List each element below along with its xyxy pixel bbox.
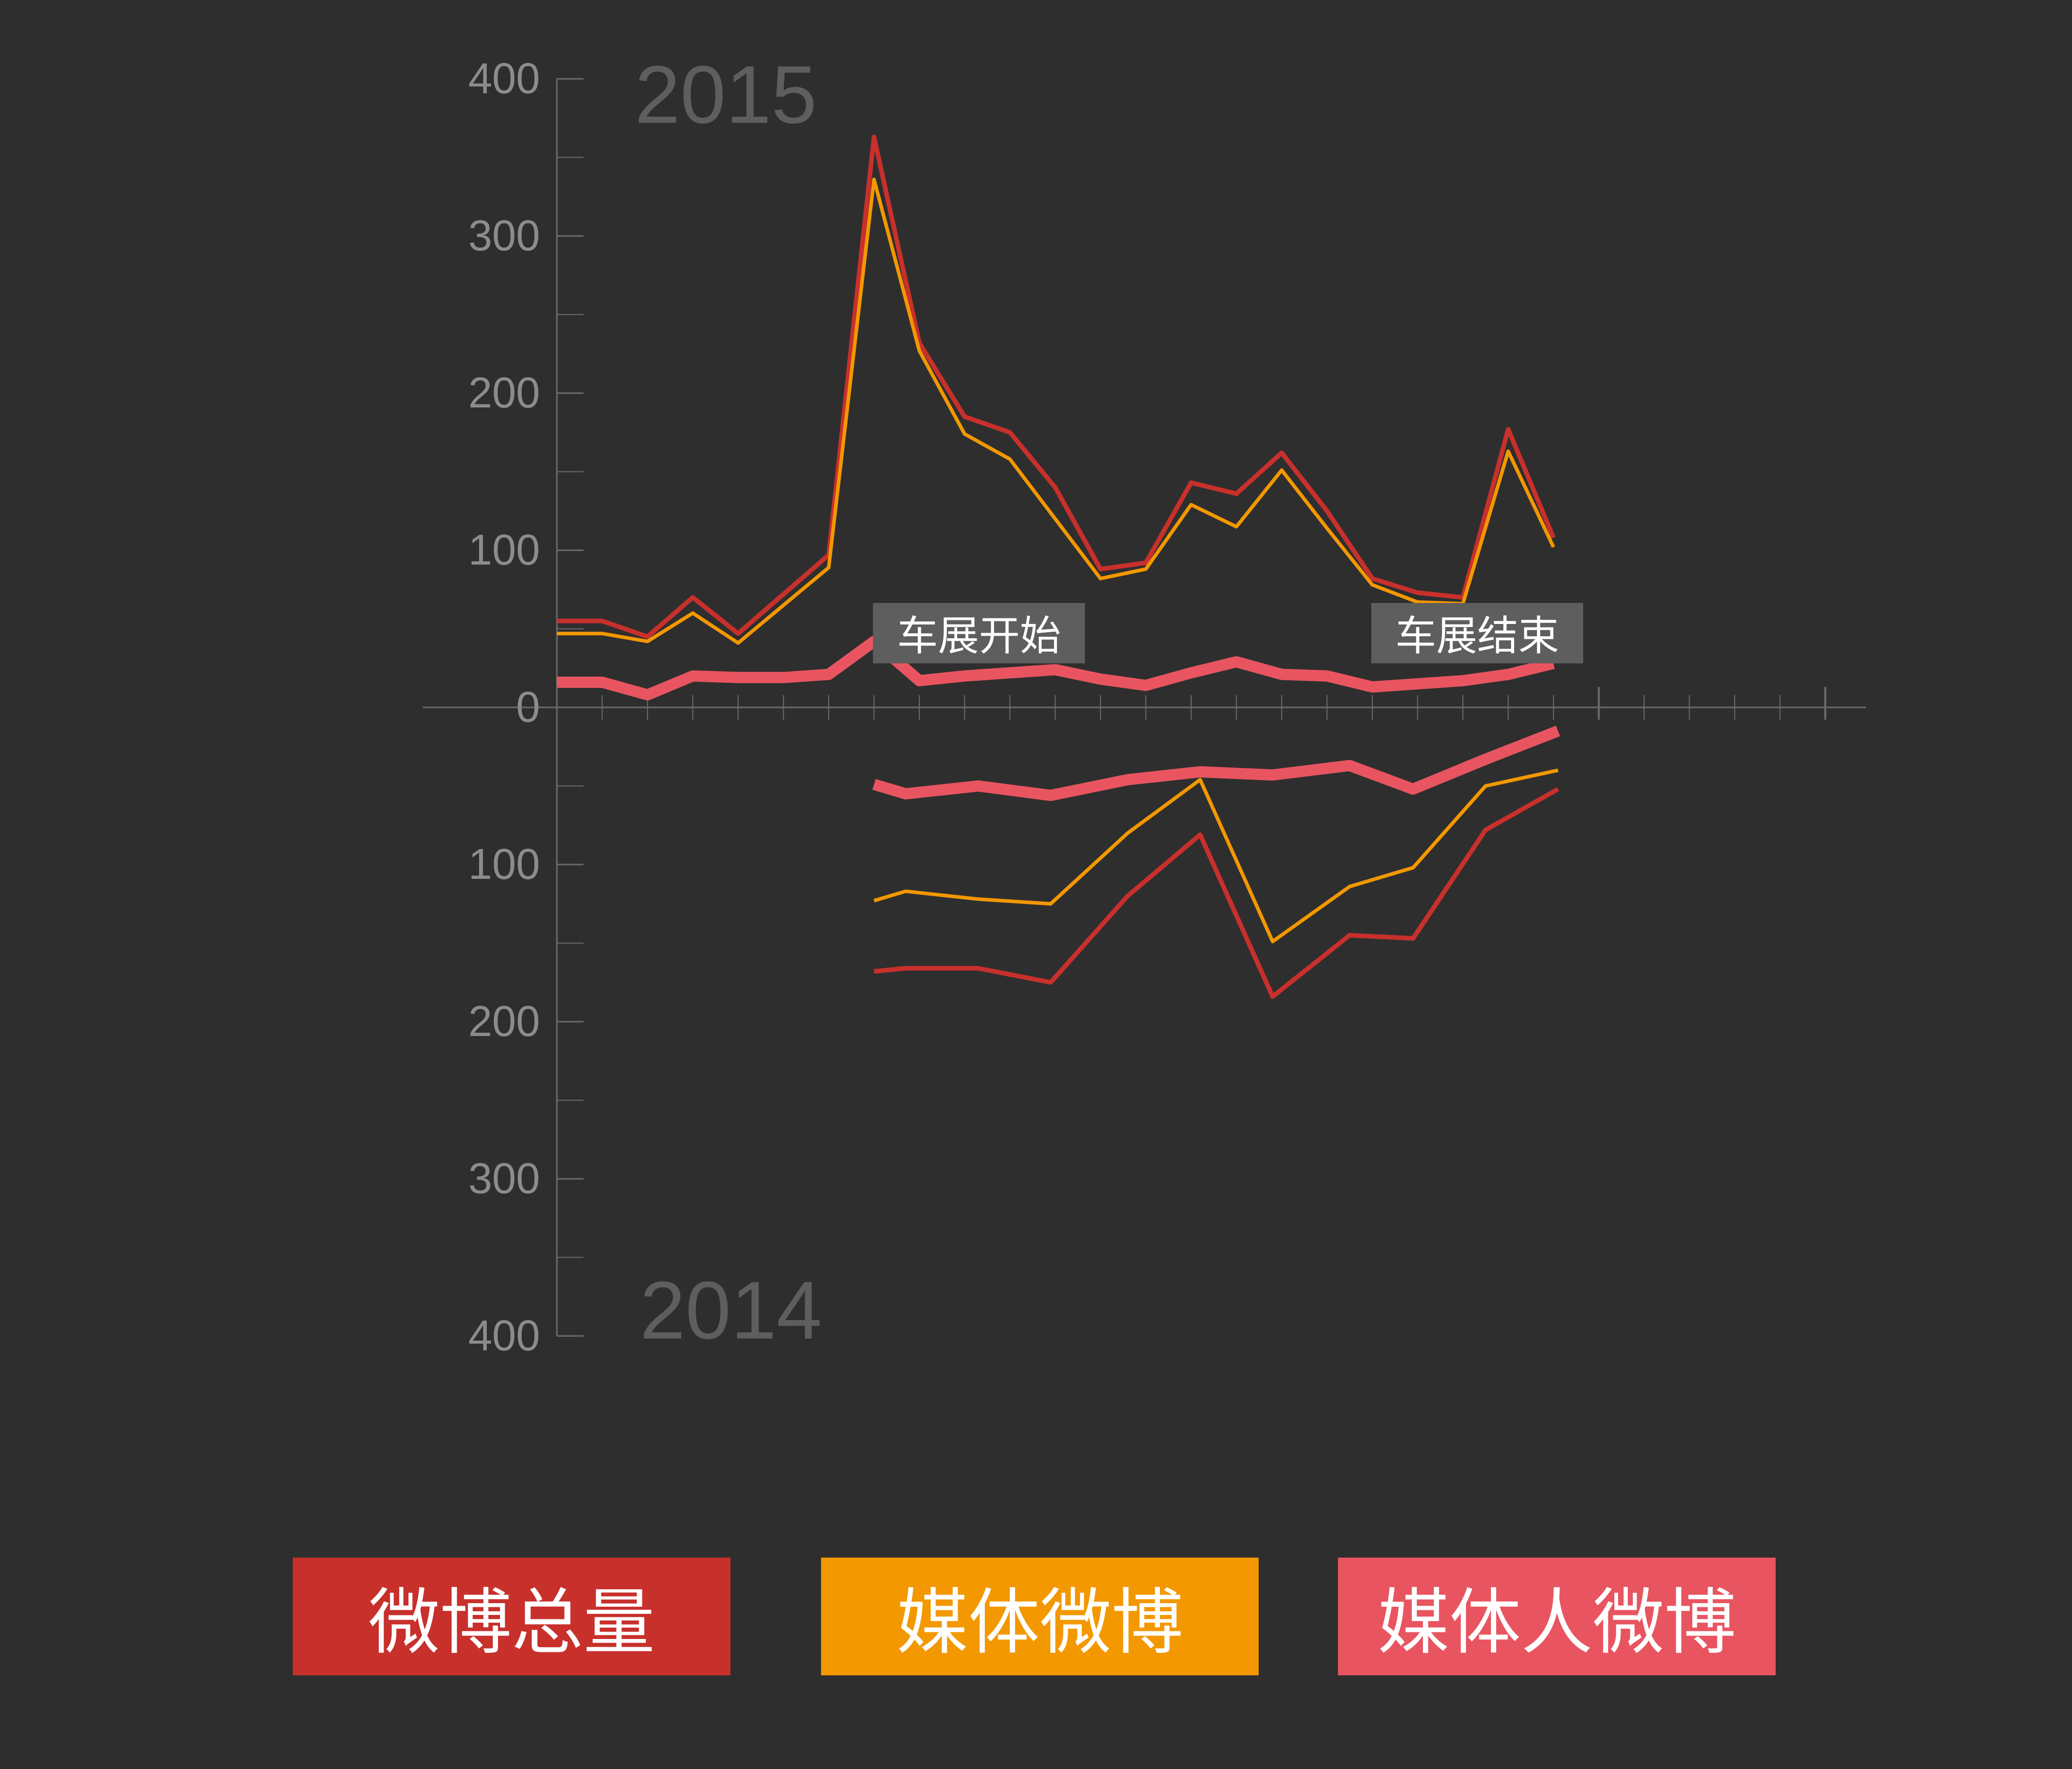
top-y-tick-label: 400 [468, 54, 540, 102]
annotation-box-1 [1371, 603, 1583, 663]
top-series-line-1 [557, 177, 1556, 645]
bottom-series-line-1 [873, 768, 1559, 943]
annotation-label-1: 车展结束 [1395, 612, 1559, 660]
bottom-y-tick-label: 200 [468, 997, 540, 1045]
legend-total: 微博总量 [293, 1558, 730, 1675]
top-y-tick-label: 100 [468, 526, 540, 574]
top-y-tick-label: 300 [468, 211, 540, 260]
bottom-y-tick-label: 400 [468, 1311, 540, 1360]
bottom-series-line-0 [874, 787, 1560, 999]
annotations: 车展开始 车展结束 [873, 603, 1583, 663]
top-series-line-0 [557, 135, 1556, 639]
series-layer [557, 135, 1560, 999]
labels: 2015 2014 [635, 49, 822, 1356]
top-y-tick-label: 200 [468, 369, 540, 417]
legend-person: 媒体人微博 [1338, 1558, 1776, 1675]
axes: 400 300 200 100 0 100 200 300 400 [423, 54, 1866, 1360]
bottom-series-line-2 [872, 725, 1560, 801]
annotation-label-0: 车展开始 [897, 612, 1061, 660]
panel-label-2015: 2015 [635, 49, 817, 140]
panel-label-2014: 2014 [640, 1264, 822, 1356]
bottom-y-tick-label: 300 [468, 1154, 540, 1202]
legend-label-person: 媒体人微博 [1377, 1581, 1736, 1665]
legend-label-total: 微博总量 [368, 1581, 655, 1665]
legend-media: 媒体微博 [821, 1558, 1259, 1675]
top-series-line-2 [557, 636, 1555, 701]
top-y-tick-label: 0 [516, 683, 540, 731]
annotation-box-0 [873, 603, 1085, 663]
legend-label-media: 媒体微博 [896, 1581, 1183, 1665]
bottom-y-tick-label: 100 [468, 840, 540, 888]
